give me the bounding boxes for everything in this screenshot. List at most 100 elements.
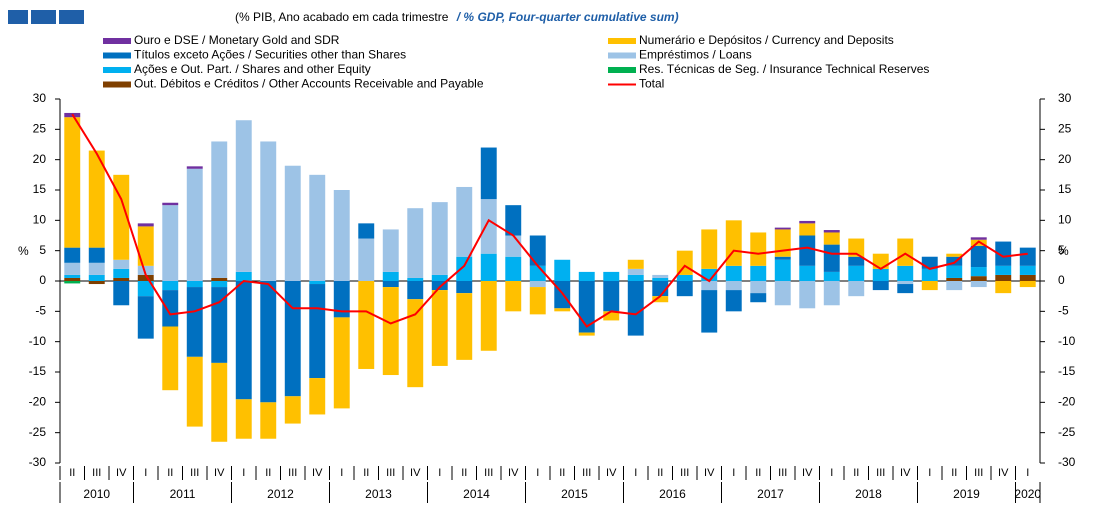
year-label: 2011 [170, 487, 196, 501]
bar-segment [554, 308, 571, 312]
bar-segment [848, 238, 865, 257]
bar-segment [701, 229, 718, 269]
legend-label: Res. Técnicas de Seg. / Insurance Techni… [639, 62, 929, 76]
bar-segment [235, 120, 252, 272]
bar-segment [407, 277, 424, 281]
bar-segment [529, 281, 546, 288]
y-tick-label-right: 25 [1058, 122, 1072, 136]
bar-segment [603, 281, 620, 312]
subtitle-en: / % GDP, Four-quarter cumulative sum) [456, 10, 679, 24]
bar-segment [774, 256, 791, 260]
bar-segment [431, 290, 448, 366]
bar-segment [309, 281, 326, 285]
year-label: 2012 [267, 487, 294, 501]
logo-block [59, 10, 84, 24]
bar-segment [774, 227, 791, 230]
bar-segment [456, 293, 473, 360]
y-tick-label: -30 [29, 455, 47, 469]
x-tick-label: III [974, 467, 983, 479]
bar-segment [823, 244, 840, 272]
bar-segment [113, 259, 130, 269]
bar-segment [162, 202, 179, 206]
bar-segment [823, 271, 840, 281]
bar-segment [750, 293, 767, 303]
x-tick-label: I [1026, 467, 1029, 479]
year-label: 2010 [83, 487, 110, 501]
legend-swatch [608, 52, 636, 59]
bar-segment [64, 274, 81, 278]
bar-segment [88, 262, 105, 275]
bar-segment [921, 281, 938, 291]
total-line [71, 113, 1028, 328]
bar-segment [823, 281, 840, 306]
bar-segment [260, 281, 277, 403]
year-label: 2018 [855, 487, 882, 501]
x-tick-label: IV [116, 467, 127, 479]
bar-segment [235, 399, 252, 439]
bar-segment [88, 247, 105, 263]
bar-segment [970, 237, 987, 240]
bar-segment [505, 235, 522, 257]
y-tick-label: -15 [29, 364, 47, 378]
x-tick-label: II [461, 467, 467, 479]
bar-segment [1019, 265, 1036, 275]
legend-swatch [608, 67, 636, 73]
bar-segment [848, 281, 865, 297]
x-tick-label: IV [214, 467, 225, 479]
bar-segment [872, 253, 889, 269]
bar-segment [603, 271, 620, 281]
x-tick-label: II [853, 467, 859, 479]
legend-label: Títulos exceto Ações / Securities other … [134, 48, 406, 62]
bar-segment [309, 284, 326, 379]
bar-segment [823, 230, 840, 233]
bar-segment [554, 259, 571, 281]
bar-segment [505, 256, 522, 281]
bar-segment [284, 281, 301, 397]
bar-segment [64, 247, 81, 263]
bar-segment [652, 274, 669, 278]
bar-segment [774, 229, 791, 257]
bar-segment [529, 287, 546, 315]
legend-label: Out. Débitos e Créditos / Other Accounts… [134, 77, 484, 91]
x-tick-label: I [634, 467, 637, 479]
bar-segment [407, 299, 424, 388]
x-tick-label: II [265, 467, 271, 479]
bar-segment [750, 281, 767, 294]
legend-label: Empréstimos / Loans [639, 48, 752, 62]
bar-segment [431, 202, 448, 275]
x-tick-label: II [363, 467, 369, 479]
bar-segment [211, 281, 228, 288]
x-tick-label: III [190, 467, 199, 479]
bar-segment [1019, 281, 1036, 288]
bar-segment [1019, 247, 1036, 266]
y-tick-label-right: 10 [1058, 213, 1072, 227]
y-tick-label-right: 15 [1058, 182, 1072, 196]
x-tick-label: III [778, 467, 787, 479]
bar-segment [113, 277, 130, 281]
bar-segment [725, 281, 742, 291]
bar-segment [333, 281, 350, 318]
x-tick-label: II [167, 467, 173, 479]
bar-segment [946, 256, 963, 266]
bar-segment [578, 271, 595, 281]
bar-segment [211, 362, 228, 442]
bar-segment [358, 281, 375, 369]
x-tick-label: III [582, 467, 591, 479]
y-tick-label: 20 [33, 152, 47, 166]
bar-segment [725, 290, 742, 312]
bar-segment [946, 277, 963, 281]
bar-segment [113, 174, 130, 260]
y-tick-label: -25 [29, 425, 47, 439]
x-tick-label: II [657, 467, 663, 479]
bar-segment [64, 277, 81, 281]
bar-segment [652, 296, 669, 303]
y-tick-label-right: -5 [1058, 304, 1069, 318]
bar-segment [701, 290, 718, 333]
y-tick-label: -20 [29, 395, 47, 409]
bar-segment [162, 281, 179, 291]
y-tick-label-right: -30 [1058, 455, 1076, 469]
x-tick-label: IV [410, 467, 421, 479]
bar-segment [186, 356, 203, 427]
bar-segment [529, 235, 546, 266]
bar-segment [995, 265, 1012, 275]
